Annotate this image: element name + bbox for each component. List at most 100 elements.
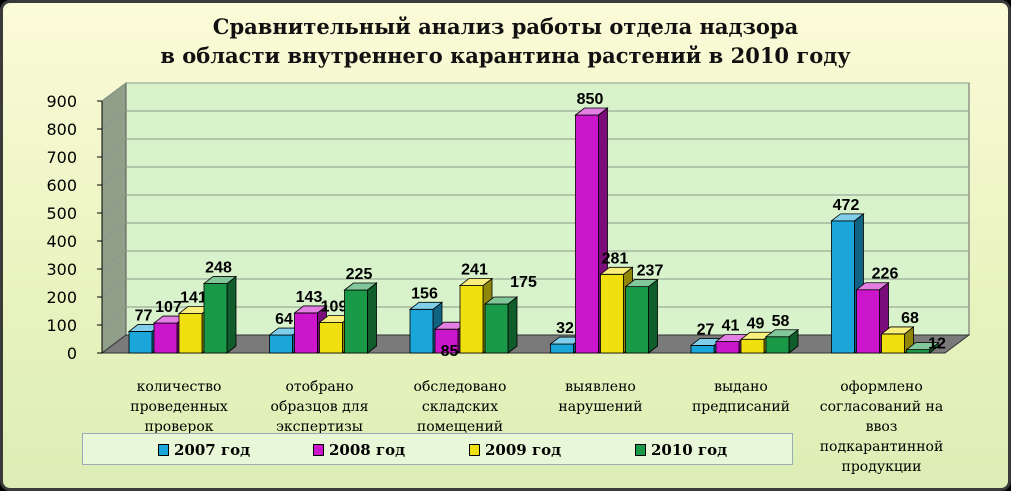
bar [550, 343, 574, 354]
data-label: 850 [577, 91, 604, 108]
legend-swatch [635, 444, 646, 456]
x-category-label-line: количество [136, 379, 222, 395]
x-category-label-line: образцов для [270, 399, 369, 415]
legend-swatch [313, 444, 324, 456]
gridline-side [101, 278, 127, 298]
bar [203, 283, 228, 354]
gridline-side [101, 138, 127, 158]
x-category-label: обследовано складских помещений [395, 377, 525, 437]
gridline-side [101, 166, 127, 186]
y-tick-label: 500 [46, 204, 77, 223]
x-category-label-line: обследовано [413, 379, 507, 395]
legend: 2007 год 2008 год 2009 год 2010 год [82, 433, 793, 465]
x-category-label: отобрано образцов для экспертизы [255, 377, 385, 437]
y-tick-label: 100 [46, 316, 77, 335]
x-category-label-line: складских [421, 399, 499, 415]
legend-label: 2008 год [329, 441, 406, 459]
data-label: 281 [602, 250, 629, 267]
legend-swatch [158, 444, 169, 456]
data-label: 472 [833, 197, 860, 214]
legend-item: 2010 год [635, 441, 727, 459]
data-label: 41 [722, 318, 740, 335]
x-category-label-line: подкарантинной [819, 439, 944, 455]
bar [319, 322, 343, 354]
x-category-label-line: оформлено [840, 379, 923, 395]
bar-side [226, 275, 237, 354]
x-category-label-line: ввоз [865, 419, 898, 435]
chart-title-line-1: Сравнительный анализ работы отдела надзо… [212, 14, 799, 39]
legend-label: 2007 год [174, 441, 251, 459]
x-category-label-line: предписаний [691, 399, 791, 415]
x-category-label-line: продукции [841, 459, 922, 475]
y-tick-label: 300 [46, 260, 77, 279]
bar [625, 286, 649, 354]
bar [484, 303, 509, 354]
bar-top [458, 278, 494, 286]
y-tick-label: 400 [46, 232, 77, 251]
legend-item: 2007 год [158, 441, 250, 459]
bar [269, 334, 293, 354]
data-label: 32 [556, 320, 574, 337]
bar-top [483, 296, 519, 305]
y-tick-label: 800 [46, 120, 77, 139]
bar [740, 338, 765, 354]
bar-top [905, 342, 940, 351]
data-label: 107 [155, 299, 182, 316]
data-label: 68 [901, 310, 919, 327]
legend-item: 2008 год [313, 441, 405, 459]
bar [178, 313, 203, 354]
legend-item: 2009 год [469, 441, 561, 459]
bar [294, 312, 318, 354]
y-tick-label: 900 [46, 92, 77, 111]
bar-top [599, 266, 634, 275]
bar [881, 333, 905, 354]
x-category-label-line: выдано [714, 379, 768, 395]
legend-swatch [469, 444, 480, 456]
bar [153, 322, 178, 354]
data-label: 27 [697, 321, 715, 338]
bar-side [367, 282, 377, 354]
x-category-label: количество проведенных проверок [114, 377, 244, 437]
data-label: 225 [346, 266, 373, 283]
bar [765, 336, 790, 354]
data-label: 143 [296, 289, 323, 306]
x-category-label: оформлено согласований на ввоз подкарантинн… [817, 377, 947, 477]
bar [715, 341, 740, 354]
y-tick-label: 200 [46, 288, 77, 307]
bar-top [624, 279, 659, 288]
bar-top [880, 326, 915, 335]
bar-top [343, 282, 378, 291]
data-label: 109 [321, 298, 348, 315]
data-label: 241 [461, 262, 488, 279]
legend-label: 2009 год [485, 441, 562, 459]
x-category-label-line: согласований на [819, 399, 944, 415]
data-label: 175 [510, 274, 537, 291]
bar [831, 220, 855, 354]
data-label: 58 [772, 313, 790, 330]
bar [856, 289, 880, 354]
gridline-side [101, 82, 127, 102]
legend-label: 2010 год [651, 441, 728, 459]
bar-top [830, 213, 865, 222]
data-label: 77 [135, 307, 153, 324]
data-label: 226 [872, 266, 899, 283]
y-tick-label: 600 [46, 176, 77, 195]
y-tick-label: 0 [67, 344, 77, 363]
x-category-label-line: проверок [144, 419, 214, 435]
data-label: 64 [275, 311, 293, 328]
bar [409, 308, 434, 354]
bar-side [507, 296, 518, 354]
x-category-label: выявлено нарушений [536, 377, 666, 417]
x-category-label: выдано предписаний [676, 377, 806, 417]
x-category-label-line: отобрано [285, 379, 354, 395]
data-label: 248 [205, 260, 232, 277]
bar-top [855, 282, 890, 291]
gridline-side [101, 250, 127, 270]
bar-top [408, 301, 444, 310]
data-label: 237 [637, 263, 664, 280]
bar [459, 285, 484, 354]
gridline-side [101, 306, 127, 326]
plot-side-wall [101, 82, 127, 354]
bar-top [764, 329, 800, 338]
